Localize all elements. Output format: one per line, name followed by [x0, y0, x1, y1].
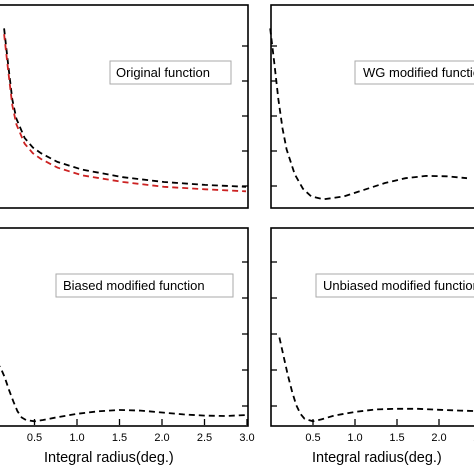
plot-frame: [0, 4, 249, 209]
plot-frame: [270, 227, 474, 427]
annotation-text: Biased modified function: [63, 278, 205, 293]
plot-frame: [0, 227, 249, 427]
x-tick-label-6: 3.0: [239, 432, 254, 444]
x-tick-label-3: 1.5: [389, 432, 404, 444]
ticks-layer: [271, 45, 277, 187]
panel-top-right: WG modified function: [269, 4, 474, 209]
series-layer: [278, 337, 474, 423]
annotation-box: [315, 273, 474, 298]
annotation-box: [55, 273, 234, 298]
panel-bottom-right: 0.51.01.52.02.5 Unbiased modified functi…: [270, 227, 474, 466]
annotation: Unbiased modified function: [315, 273, 474, 298]
series-layer: [0, 365, 248, 423]
x-tick-label-3: 1.5: [112, 432, 127, 444]
annotation-text: Unbiased modified function: [323, 278, 474, 293]
panel-top-left: Original function: [0, 4, 249, 209]
x-tick-label-5: 2.5: [197, 432, 212, 444]
ticks-layer: 0.5 1.0 1.5 2.0 2.5 3.0: [27, 261, 255, 444]
x-tick-label-4: 2.0: [154, 432, 169, 444]
ticks-layer: [242, 45, 248, 187]
x-tick-label-1: 0.5: [305, 432, 320, 444]
series-layer: [269, 28, 468, 201]
annotation-text: Original function: [116, 65, 210, 80]
series-line-1: [3, 28, 247, 188]
x-axis-label: Integral radius(deg.): [44, 450, 174, 466]
annotation: Original function: [109, 60, 232, 85]
annotation-box: [109, 60, 232, 85]
x-axis-label: Integral radius(deg.): [312, 450, 442, 466]
ticks-layer: 0.51.01.52.02.5: [271, 261, 474, 444]
x-tick-label-4: 2.0: [431, 432, 446, 444]
x-tick-label-2: 1.0: [69, 432, 84, 444]
annotation: WG modified function: [354, 60, 474, 85]
series-line-1: [269, 28, 468, 201]
series-line-1: [0, 365, 248, 423]
panel-bottom-left: 0.5 1.0 1.5 2.0 2.5 3.0 Biased modified funct…: [0, 227, 255, 466]
annotation-box: [354, 60, 474, 85]
x-tick-label-2: 1.0: [347, 432, 362, 444]
series-layer: [3, 28, 247, 193]
series-line-2: [3, 34, 247, 193]
plot-frame: [270, 4, 474, 209]
annotation: Biased modified function: [55, 273, 234, 298]
annotation-text: WG modified function: [363, 65, 474, 80]
x-tick-label-1: 0.5: [27, 432, 42, 444]
series-line-1: [278, 337, 474, 423]
